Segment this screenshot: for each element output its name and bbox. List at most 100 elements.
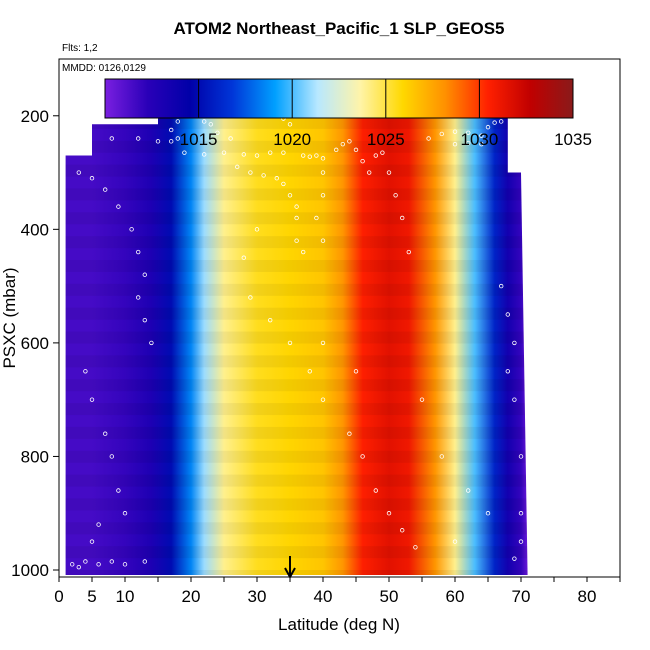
track-point: [485, 124, 491, 130]
track-point: [69, 562, 75, 567]
track-point: [499, 283, 504, 289]
track-point: [83, 139, 88, 144]
y-tick-label: 600: [21, 334, 49, 353]
colorbar-ticks: 1015 1020 1025 1030 1035: [180, 79, 592, 149]
track-point: [122, 562, 128, 567]
track-point: [96, 522, 101, 527]
track-point: [360, 158, 365, 164]
y-axis-label: PSXC (mbar): [0, 267, 19, 368]
track-point: [294, 238, 299, 243]
track-point: [241, 255, 246, 260]
track-point: [135, 295, 141, 300]
track-point: [287, 122, 293, 127]
track-point: [287, 193, 293, 198]
field-band: [65, 188, 528, 201]
track-point: [228, 136, 233, 141]
plot-frame: [58, 58, 621, 578]
y-tick-label: 200: [21, 107, 49, 126]
track-point: [466, 488, 471, 493]
field-band: [65, 450, 528, 463]
track-point: [512, 556, 517, 561]
track-point: [512, 397, 517, 402]
track-point: [109, 559, 114, 564]
colorbar-tick-label: 1035: [554, 130, 592, 149]
track-point: [320, 340, 326, 346]
track-point: [116, 488, 121, 493]
track-point: [268, 150, 273, 155]
track-point: [102, 187, 108, 192]
track-point: [320, 156, 326, 161]
track-point: [261, 173, 266, 178]
track-point: [406, 249, 411, 255]
track-point: [499, 119, 504, 124]
track-point: [301, 153, 306, 158]
colorbar-fill: [104, 78, 574, 119]
track-point: [505, 312, 510, 317]
track-point: [182, 150, 187, 155]
track-point: [135, 249, 141, 255]
track-point: [175, 119, 180, 124]
colorbar-tick-label: 1025: [367, 130, 405, 149]
field-band: [65, 498, 528, 511]
colorbar-tick-label: 1020: [273, 130, 311, 149]
track-point: [353, 369, 359, 374]
track-point: [89, 539, 95, 544]
track-point: [168, 139, 174, 144]
track-point: [320, 170, 326, 175]
field-band: [65, 164, 528, 177]
track-point: [116, 204, 121, 209]
track-point: [426, 136, 431, 141]
track-point: [466, 130, 471, 136]
field-bands: [65, 95, 528, 576]
track-point: [353, 147, 359, 153]
y-tick-label: 1000: [11, 561, 49, 580]
track-point: [76, 564, 81, 570]
track-point: [452, 129, 458, 134]
y-axis: 200 400 600 800 1000: [11, 107, 59, 580]
track-point: [89, 397, 95, 402]
track-point: [63, 147, 68, 153]
field-band: [65, 522, 528, 535]
track-point: [439, 454, 444, 459]
track-point: [320, 193, 326, 198]
track-point: [380, 150, 385, 155]
track-point: [268, 317, 273, 323]
colorbar-tick-label: 1030: [460, 130, 498, 149]
x-tick-label: 50: [380, 587, 399, 606]
x-tick-label: 10: [116, 587, 135, 606]
field-band: [65, 212, 528, 225]
track-point: [512, 340, 517, 346]
track-point: [201, 152, 207, 157]
field-band: [65, 379, 528, 392]
field-band: [65, 140, 528, 153]
track-point: [386, 511, 392, 516]
track-point: [142, 559, 147, 564]
track-point: [129, 227, 134, 232]
track-point: [254, 153, 260, 158]
field-band: [65, 570, 528, 576]
track-point: [83, 559, 88, 564]
track-point: [518, 511, 524, 516]
arrow-head: [284, 567, 296, 580]
track-point: [386, 170, 392, 175]
track-point: [413, 545, 418, 550]
track-point: [201, 119, 207, 124]
track-point: [479, 141, 484, 147]
track-point: [400, 528, 405, 533]
x-tick-label: 80: [578, 587, 597, 606]
track-point: [307, 369, 312, 374]
x-tick-label: 60: [446, 587, 465, 606]
track-point: [360, 454, 365, 459]
track-point: [347, 431, 352, 436]
field-band: [65, 426, 528, 439]
flights-note: Flts: 1,2: [62, 43, 98, 54]
track-point: [248, 170, 253, 175]
track-point: [155, 139, 161, 144]
track-point: [96, 562, 101, 567]
date-note: MMDD: 0126,0129: [62, 63, 146, 74]
track-point: [149, 340, 154, 346]
track-point: [175, 136, 180, 141]
y-tick-label: 800: [21, 447, 49, 466]
x-axis: 0 5 10 20 30 40 50 60 70 80: [54, 577, 621, 606]
track-point: [505, 369, 510, 374]
